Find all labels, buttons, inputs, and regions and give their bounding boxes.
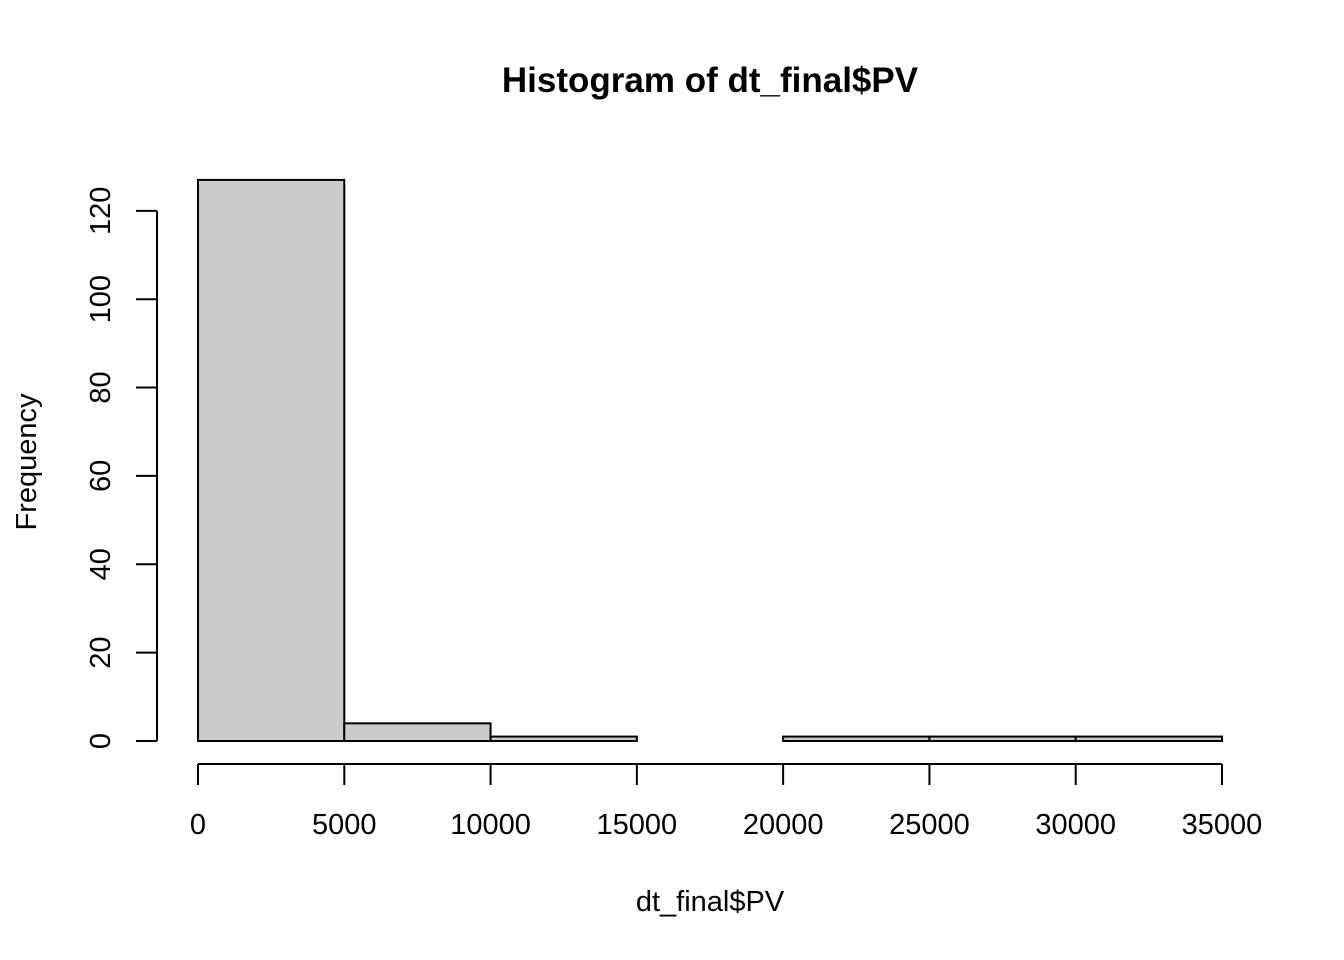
y-tick-label: 120 <box>85 187 117 235</box>
y-tick-label: 20 <box>85 637 117 669</box>
histogram-bar <box>928 735 1077 742</box>
histogram-bar <box>1074 735 1223 742</box>
histogram-bar <box>782 735 931 742</box>
y-tick-label: 60 <box>85 460 117 492</box>
x-tick-label: 5000 <box>312 809 377 841</box>
chart-title: Histogram of dt_final$PV <box>502 61 919 100</box>
y-axis: 0 20 40 60 80 100 120 <box>85 187 158 749</box>
x-tick-label: 15000 <box>597 809 678 841</box>
y-axis-label: Frequency <box>11 393 43 531</box>
x-tick-label: 25000 <box>889 809 970 841</box>
y-tick-label: 80 <box>85 371 117 403</box>
x-tick-label: 30000 <box>1035 809 1116 841</box>
x-axis: 0 5000 10000 15000 20000 25000 30000 35000 <box>190 763 1263 841</box>
x-tick-label: 20000 <box>743 809 824 841</box>
x-tick-label: 10000 <box>450 809 531 841</box>
y-tick-label: 100 <box>85 275 117 323</box>
histogram-bar <box>197 178 346 742</box>
histogram-bar <box>489 735 638 742</box>
x-tick-label: 0 <box>190 809 206 841</box>
bars-group <box>197 178 1223 743</box>
y-tick-label: 40 <box>85 548 117 580</box>
x-axis-label: dt_final$PV <box>636 886 785 918</box>
x-tick-label: 35000 <box>1182 809 1263 841</box>
histogram-bar <box>343 722 492 743</box>
y-tick-label: 0 <box>85 733 117 749</box>
